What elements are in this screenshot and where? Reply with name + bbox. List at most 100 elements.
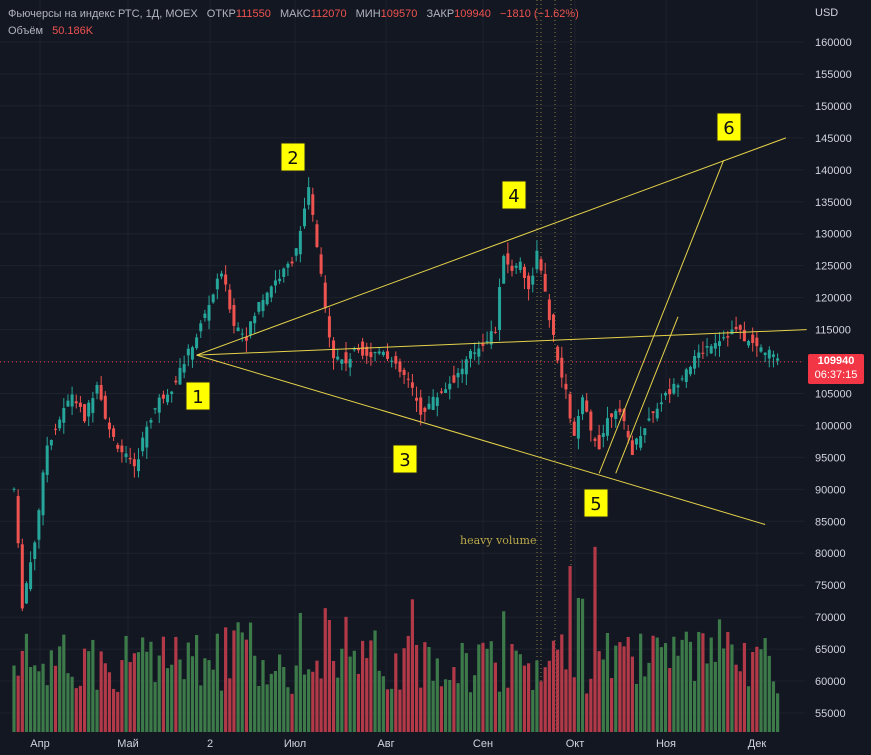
trendline-drawings[interactable] xyxy=(196,137,807,525)
candle-body xyxy=(265,292,269,305)
volume-bar xyxy=(668,668,672,732)
candle-body xyxy=(688,366,692,375)
candle-body xyxy=(576,415,580,439)
volume-bar xyxy=(510,644,514,732)
candle-body xyxy=(70,394,74,407)
candle-body xyxy=(406,378,410,380)
candle-body xyxy=(618,408,622,413)
wave-label-5[interactable]: 5 xyxy=(583,488,609,518)
price-tick-label: 55000 xyxy=(815,708,846,720)
volume-bar xyxy=(282,667,286,732)
volume-bar xyxy=(344,616,348,732)
candle-body xyxy=(157,397,161,413)
candle-body xyxy=(166,394,170,403)
candle-body xyxy=(323,282,327,309)
wave-label-1[interactable]: 1 xyxy=(185,381,211,411)
volume-bar xyxy=(522,665,527,732)
volume-bar xyxy=(161,636,165,732)
candle-body xyxy=(655,408,659,419)
candle-body xyxy=(278,278,282,282)
wave-label-2[interactable]: 2 xyxy=(280,142,306,172)
volume-bar xyxy=(547,660,551,732)
volume-bar xyxy=(448,679,452,732)
volume-bar xyxy=(232,630,236,732)
volume-bar xyxy=(20,650,24,732)
candle-body xyxy=(738,325,742,330)
volume-bar xyxy=(182,679,186,732)
candle-body xyxy=(377,351,381,354)
candle-body xyxy=(373,352,377,354)
volume-bar xyxy=(539,681,543,732)
volume-bar xyxy=(456,683,460,732)
candle-body xyxy=(747,341,751,346)
candle-body xyxy=(564,383,568,390)
volume-bar xyxy=(444,679,448,732)
change-value: −1810 (−1.62%) xyxy=(499,8,579,20)
volume-bar xyxy=(564,669,568,732)
candle-body xyxy=(481,343,485,346)
volume-bar xyxy=(622,646,626,732)
price-tick-label: 140000 xyxy=(815,165,852,177)
wave-label-6[interactable]: 6 xyxy=(716,112,742,142)
volume-bar xyxy=(219,690,224,732)
candle-body xyxy=(651,411,655,414)
volume-bar xyxy=(16,675,20,732)
symbol-title[interactable]: Фьючерсы на индекс РТС, 1Д, MOEX xyxy=(8,8,198,20)
candle-body xyxy=(635,438,638,445)
price-axis[interactable]: 160000 155000 150000 145000 140000 135000 1300… xyxy=(815,37,852,720)
volume-value: 50.186K xyxy=(52,25,94,37)
volume-bar xyxy=(145,651,149,732)
volume-bar xyxy=(390,688,394,732)
wave-labels[interactable]: 1 2 3 4 5 6 xyxy=(185,112,742,518)
candle-body xyxy=(45,445,49,475)
candle-body xyxy=(664,392,668,396)
candle-body xyxy=(369,352,373,358)
time-tick-label: Сен xyxy=(473,738,493,750)
candle-body xyxy=(356,348,360,351)
volume-bar xyxy=(705,663,709,732)
heavy-volume-markers xyxy=(536,0,572,732)
volume-bar xyxy=(481,642,485,732)
price-tick-label: 135000 xyxy=(815,197,852,209)
candle-body xyxy=(672,383,676,394)
volume-bar xyxy=(560,634,564,732)
volume-bar xyxy=(29,667,33,732)
candle-body xyxy=(460,368,464,375)
volume-bar xyxy=(327,620,331,732)
volume-bar xyxy=(356,673,361,732)
volume-bar xyxy=(468,692,473,732)
price-tick-label: 125000 xyxy=(815,261,852,273)
volume-bar xyxy=(302,674,307,732)
volume-bar xyxy=(726,631,730,732)
volume-bar xyxy=(618,642,622,732)
candle-body xyxy=(605,418,609,436)
wave-label-text: 1 xyxy=(192,387,203,408)
candle-body xyxy=(456,372,460,378)
volume-bar xyxy=(697,631,701,732)
wave-label-text: 6 xyxy=(723,118,734,139)
volume-bar xyxy=(170,664,174,732)
volume-bar xyxy=(639,633,643,732)
candle-body xyxy=(398,361,402,372)
candle-body xyxy=(269,286,273,298)
volume-bar xyxy=(211,669,215,732)
wave-label-4[interactable]: 4 xyxy=(501,180,527,210)
volume-bar xyxy=(485,648,489,732)
candle-body xyxy=(552,314,555,335)
price-tick-label: 100000 xyxy=(815,420,852,432)
candle-body xyxy=(286,263,290,268)
candle-body xyxy=(207,305,211,321)
volume-bar xyxy=(439,686,444,732)
wave-label-text: 2 xyxy=(287,148,298,169)
candle-body xyxy=(647,418,651,421)
candle-body xyxy=(776,358,780,361)
trendline xyxy=(196,137,787,356)
time-axis[interactable]: Апр Май 2 Июл Авг Сен Окт Ноя Дек xyxy=(30,738,766,750)
price-tick-label: 90000 xyxy=(815,484,846,496)
currency-label[interactable]: USD xyxy=(815,7,839,19)
candle-body xyxy=(62,407,66,423)
volume-bar xyxy=(580,598,585,732)
high-label: МАКС xyxy=(279,8,311,20)
wave-label-3[interactable]: 3 xyxy=(392,444,418,474)
